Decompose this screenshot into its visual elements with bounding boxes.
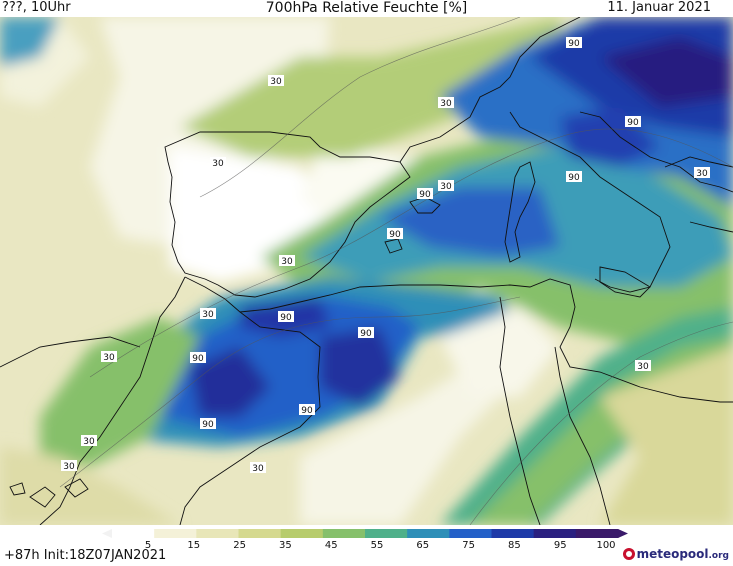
colorbar-tick-label: 65 — [416, 540, 429, 549]
colorbar-tick-label: 35 — [279, 540, 292, 549]
coastlines — [0, 17, 733, 525]
contour-label: 30 — [635, 360, 651, 372]
svg-text:30: 30 — [83, 437, 95, 447]
humidity-map: 30 30 30 30 30 30 30 30 30 30 30 30 90 9… — [0, 17, 733, 525]
colorbar-tick-label: 95 — [554, 540, 567, 549]
colorbar: 5 15 25 35 45 55 65 75 85 95 100 — [102, 529, 628, 549]
contour-label: 90 — [625, 116, 641, 128]
svg-text:90: 90 — [389, 230, 401, 240]
svg-text:30: 30 — [63, 462, 75, 472]
logo-suffix: .org — [708, 551, 729, 561]
contour-label: 90 — [299, 404, 315, 416]
colorbar-cell — [112, 529, 155, 538]
colorbar-arrow — [618, 529, 628, 538]
colorbar-cell — [154, 529, 197, 538]
colorbar-cells — [102, 529, 628, 538]
contour-label: 30 — [250, 462, 266, 474]
contour-label: 30 — [438, 180, 454, 192]
colorbar-cell — [322, 529, 366, 538]
colorbar-cell — [365, 529, 408, 538]
colorbar-cell — [280, 529, 324, 538]
colorbar-tick-label: 85 — [508, 540, 521, 549]
colorbar-tick-label: 5 — [145, 540, 151, 549]
svg-text:90: 90 — [280, 313, 292, 323]
colorbar-tick-label: 100 — [596, 540, 615, 549]
contour-label-group: 30 30 30 30 30 30 30 30 30 30 30 30 90 9… — [61, 37, 710, 474]
contour-label: 30 — [268, 75, 284, 87]
svg-text:30: 30 — [281, 257, 293, 267]
logo-text: meteopool — [636, 547, 709, 561]
colorbar-ticks: 5 15 25 35 45 55 65 75 85 95 100 — [145, 540, 616, 549]
contour-label: 30 — [101, 351, 117, 363]
map-title: 700hPa Relative Feuchte [%] — [265, 0, 468, 16]
colorbar-tick-label: 15 — [187, 540, 200, 549]
colorbar-tick-label: 45 — [325, 540, 338, 549]
svg-text:30: 30 — [103, 353, 115, 363]
colorbar-cell — [449, 529, 492, 538]
contour-label: 90 — [358, 327, 374, 339]
svg-text:30: 30 — [696, 169, 708, 179]
init-time-label: +87h Init:18Z07JAN2021 — [4, 548, 167, 563]
svg-text:30: 30 — [637, 362, 649, 372]
svg-text:90: 90 — [568, 173, 580, 183]
svg-text:90: 90 — [568, 39, 580, 49]
contour-label: 90 — [200, 418, 216, 430]
svg-text:90: 90 — [301, 406, 313, 416]
svg-text:30: 30 — [440, 182, 452, 192]
svg-text:90: 90 — [202, 420, 214, 430]
colorbar-cell — [196, 529, 239, 538]
contour-label: 30 — [438, 97, 454, 109]
colorbar-tick-label: 75 — [462, 540, 475, 549]
svg-text:90: 90 — [627, 118, 639, 128]
svg-text:90: 90 — [360, 329, 372, 339]
valid-date: 11. Januar 2021 — [607, 0, 711, 15]
colorbar-cell — [407, 529, 450, 538]
svg-text:90: 90 — [192, 354, 204, 364]
contour-lines — [59, 17, 733, 525]
contour-label: 30 — [279, 255, 295, 267]
contour-label: 90 — [278, 311, 294, 323]
svg-text:30: 30 — [252, 464, 264, 474]
svg-text:90: 90 — [419, 190, 431, 200]
colorbar-tick-label: 55 — [371, 540, 384, 549]
contour-label: 90 — [190, 352, 206, 364]
colorbar-cell — [491, 529, 535, 538]
contour-label: 30 — [61, 460, 77, 472]
logo-icon — [622, 548, 635, 560]
contour-label: 30 — [210, 157, 226, 169]
colorbar-tick-label: 25 — [233, 540, 246, 549]
contour-label: 30 — [81, 435, 97, 447]
contour-label: 90 — [387, 228, 403, 240]
colorbar-cell — [533, 529, 577, 538]
contour-label: 30 — [694, 167, 710, 179]
svg-text:30: 30 — [440, 99, 452, 109]
svg-text:30: 30 — [202, 310, 214, 320]
map-footer: 5 15 25 35 45 55 65 75 85 95 100 +87h Init:18Z07JA… — [0, 525, 733, 566]
colorbar-cell — [575, 529, 619, 538]
svg-text:30: 30 — [212, 159, 224, 169]
contour-label: 90 — [566, 171, 582, 183]
contour-label: 90 — [417, 188, 433, 200]
contour-label: 30 — [200, 308, 216, 320]
colorbar-cell — [238, 529, 282, 538]
humidity-field — [0, 17, 733, 525]
colorbar-arrow — [102, 529, 112, 538]
meteopool-logo[interactable]: meteopool.org — [622, 547, 729, 561]
svg-text:30: 30 — [270, 77, 282, 87]
contour-label: 90 — [566, 37, 582, 49]
valid-time-label: ???, 10Uhr — [2, 0, 71, 15]
